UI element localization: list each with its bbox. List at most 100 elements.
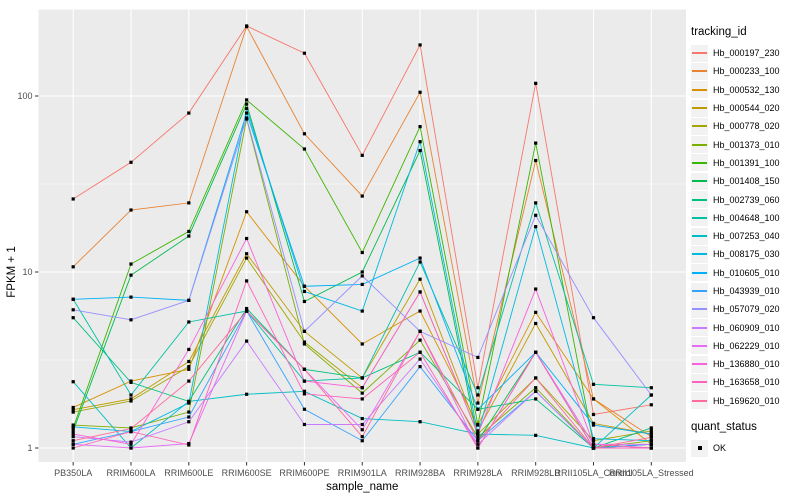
data-point	[245, 306, 249, 311]
data-point	[476, 386, 480, 390]
data-point	[476, 432, 480, 436]
x-tick-label: RRIM600LE	[164, 468, 213, 478]
data-point	[302, 389, 307, 393]
legend-entry-label: Hb_043939_010	[713, 286, 780, 296]
data-point	[71, 410, 75, 414]
data-point	[418, 420, 422, 424]
data-point	[418, 256, 422, 260]
data-point	[129, 295, 133, 299]
x-tick-label: RRIM928BA	[395, 468, 445, 478]
data-point	[534, 321, 538, 326]
legend-entry-Hb_169620_010: Hb_169620_010	[691, 392, 799, 410]
legend-key-icon	[691, 172, 708, 190]
data-point	[360, 391, 364, 395]
data-point	[476, 442, 480, 446]
data-point	[187, 443, 191, 447]
legend-key-icon	[691, 44, 708, 62]
legend-entry-label: Hb_000233_100	[713, 66, 780, 77]
data-point	[187, 415, 191, 419]
data-point	[534, 310, 538, 314]
data-point	[649, 439, 653, 443]
data-point	[245, 392, 249, 396]
data-point	[302, 407, 307, 411]
data-point	[71, 432, 75, 436]
legend-entry-Hb_001408_150: Hb_001408_150	[691, 172, 799, 190]
data-point	[187, 320, 191, 324]
data-point	[534, 81, 538, 85]
legend-key-icon	[691, 282, 708, 300]
legend-entry-Hb_000544_020: Hb_000544_020	[691, 99, 799, 117]
data-point	[129, 442, 133, 446]
data-point	[187, 298, 191, 302]
data-point	[476, 429, 480, 433]
data-point	[649, 386, 653, 390]
legend-entry-Hb_008175_030: Hb_008175_030	[691, 245, 799, 263]
data-point	[71, 425, 75, 429]
legend-entry-ok: OK	[691, 439, 799, 457]
data-point	[649, 393, 653, 397]
data-point	[360, 309, 364, 313]
legend-key-icon	[691, 392, 708, 410]
data-point	[71, 429, 75, 433]
data-point	[418, 350, 422, 354]
legend-entry-label: Hb_007253_040	[713, 231, 780, 242]
data-point	[187, 365, 191, 369]
data-point	[418, 357, 422, 361]
data-point	[591, 442, 596, 446]
data-point	[71, 297, 75, 301]
data-point	[129, 446, 133, 450]
data-point	[534, 397, 538, 401]
data-point	[591, 439, 596, 443]
legend-entry-Hb_000197_230: Hb_000197_230	[691, 44, 799, 62]
data-point	[418, 125, 422, 129]
legend-entry-Hb_136880_010: Hb_136880_010	[691, 355, 799, 373]
data-point	[418, 140, 422, 144]
x-tick-label: RRIM600PE	[279, 468, 329, 478]
data-point	[360, 153, 364, 157]
data-point	[71, 446, 75, 450]
data-point	[71, 423, 75, 427]
data-point	[360, 274, 364, 278]
data-point	[71, 405, 75, 410]
data-point	[360, 428, 364, 432]
data-point	[302, 422, 307, 427]
legend-key-icon	[691, 373, 708, 391]
data-point	[649, 435, 653, 439]
data-point	[187, 367, 191, 371]
data-point	[302, 342, 307, 346]
data-point	[71, 197, 75, 201]
x-tick-label: RRIM928LB	[511, 468, 560, 478]
y-tick-label: 1	[27, 443, 32, 453]
data-point	[649, 426, 653, 430]
data-point	[591, 421, 596, 425]
x-tick-label: PB350LA	[54, 468, 92, 478]
data-point	[534, 389, 538, 393]
data-point	[360, 194, 364, 198]
data-point	[129, 426, 133, 431]
data-point	[534, 350, 538, 354]
x-tick-label: RRIM600LA	[106, 468, 155, 478]
legend-key-icon	[691, 319, 708, 337]
data-point	[360, 342, 364, 346]
data-point	[302, 379, 307, 383]
legend-entry-label: Hb_008175_030	[713, 249, 780, 260]
legend-entry-label: Hb_000532_130	[713, 84, 780, 95]
data-point	[360, 386, 364, 390]
legend-entry-Hb_010605_010: Hb_010605_010	[691, 264, 799, 282]
data-point	[129, 273, 133, 277]
data-point	[591, 446, 596, 450]
data-point	[129, 399, 133, 403]
legend-entry-Hb_007253_040: Hb_007253_040	[691, 227, 799, 245]
data-point	[187, 234, 191, 238]
x-axis-title: sample_name	[326, 481, 398, 493]
data-point	[245, 98, 249, 102]
data-point	[476, 393, 480, 397]
legend-key-icon	[691, 81, 708, 99]
data-point	[245, 279, 249, 283]
data-point	[360, 250, 364, 255]
data-point	[418, 148, 422, 153]
legend-key-icon	[691, 264, 708, 282]
data-point	[245, 256, 249, 260]
